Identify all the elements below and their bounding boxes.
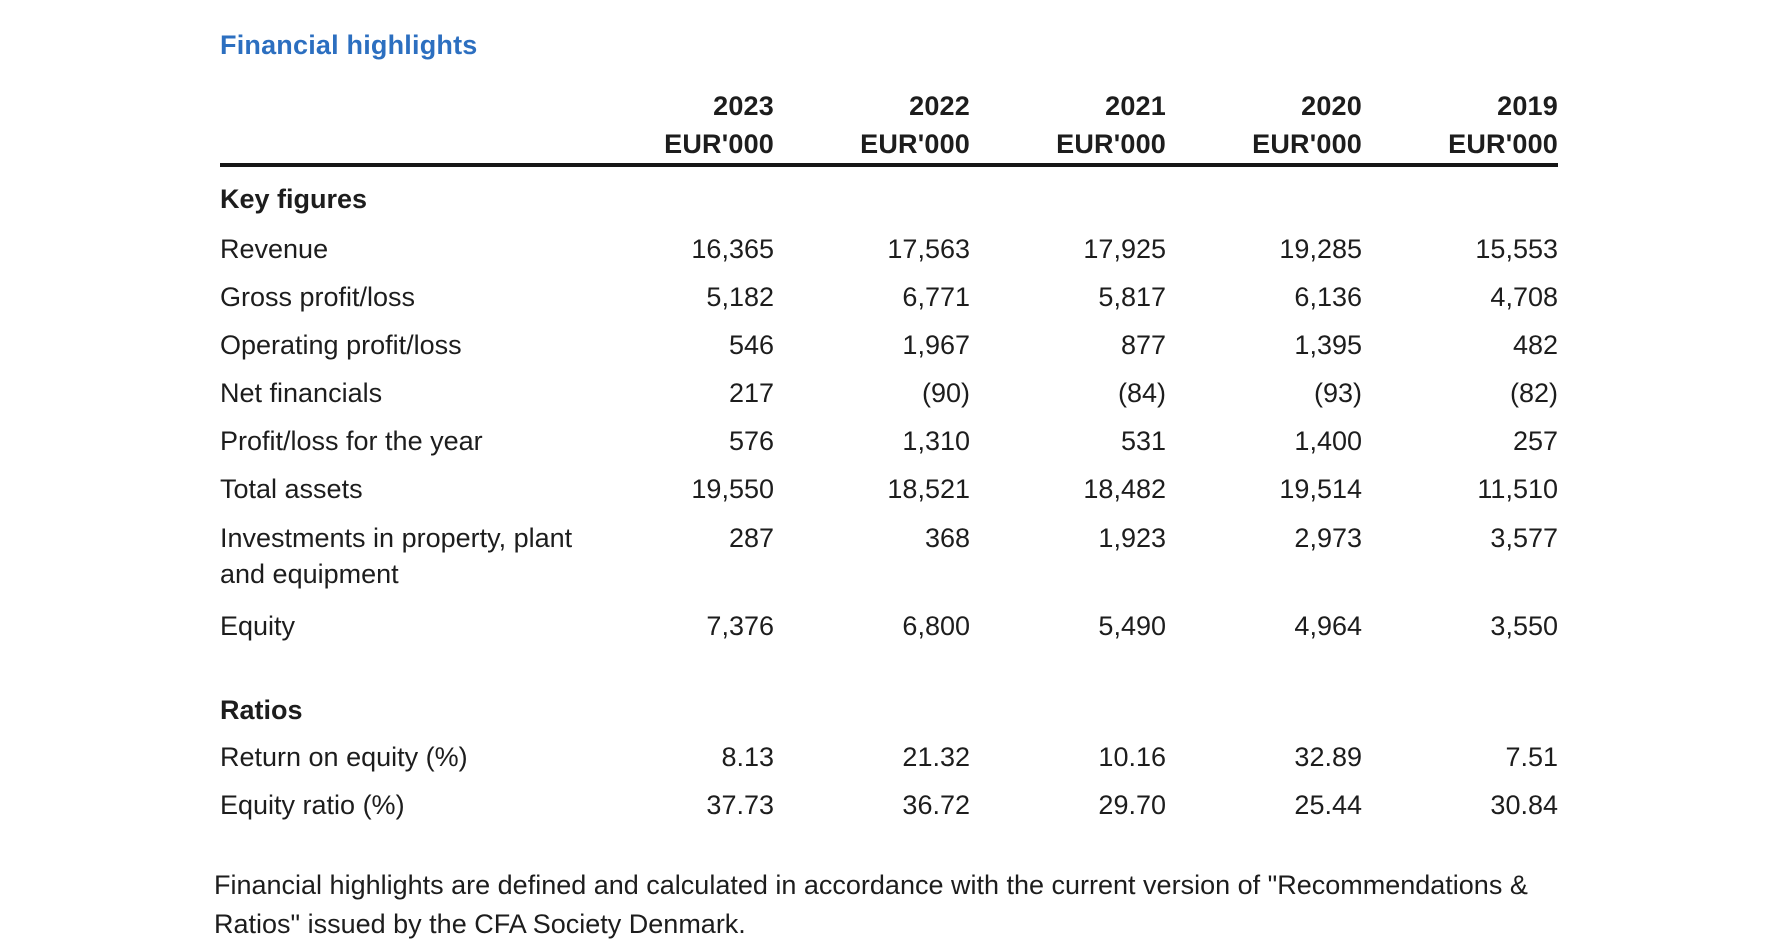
value-cell: 19,285 [1279, 234, 1362, 264]
row-label: Profit/loss for the year [220, 426, 483, 456]
value-cell: 5,490 [1098, 611, 1166, 641]
page-title: Financial highlights [220, 30, 478, 60]
value-cell: 16,365 [691, 234, 774, 264]
row-label: Equity ratio (%) [220, 790, 405, 820]
value-cell: 546 [728, 330, 774, 360]
value-cell: 7.51 [1505, 742, 1558, 772]
year-header: 2021 [1105, 91, 1166, 121]
value-cell: 21.32 [902, 742, 970, 772]
year-header: 2020 [1301, 91, 1362, 121]
footnote: Financial highlights are defined and cal… [214, 866, 1558, 944]
value-cell: 19,514 [1279, 474, 1362, 504]
year-header-row: 2023 2022 2021 2020 2019 [220, 87, 1558, 125]
value-cell: 10.16 [1098, 742, 1166, 772]
value-cell: 37.73 [706, 790, 774, 820]
unit-header: EUR'000 [578, 125, 774, 167]
footnote-line: Ratios" issued by the CFA Society Denmar… [214, 909, 746, 939]
row-label: Net financials [220, 378, 383, 408]
value-cell: (90) [921, 378, 970, 408]
value-cell: 5,817 [1098, 282, 1166, 312]
unit-header: EUR'000 [1362, 125, 1558, 167]
value-cell: 7,376 [706, 611, 774, 641]
value-cell: 18,482 [1083, 474, 1166, 504]
unit-header: EUR'000 [1166, 125, 1362, 167]
table-row-equity-ratio: Equity ratio (%) 37.73 36.72 29.70 25.44… [220, 782, 1558, 830]
value-cell: 36.72 [902, 790, 970, 820]
value-cell: 30.84 [1490, 790, 1558, 820]
value-cell: 18,521 [887, 474, 970, 504]
year-header: 2023 [713, 91, 774, 121]
unit-header: EUR'000 [970, 125, 1166, 167]
table-row-revenue: Revenue 16,365 17,563 17,925 19,285 15,5… [220, 226, 1558, 274]
value-cell: 2,973 [1294, 523, 1362, 553]
value-cell: 287 [728, 523, 774, 553]
footnote-line: Financial highlights are defined and cal… [214, 870, 1528, 900]
value-cell: 1,967 [902, 330, 970, 360]
value-cell: 576 [728, 426, 774, 456]
table-row-total-assets: Total assets 19,550 18,521 18,482 19,514… [220, 466, 1558, 514]
row-label: Total assets [220, 474, 363, 504]
value-cell: (93) [1313, 378, 1362, 408]
value-cell: 15,553 [1475, 234, 1558, 264]
value-cell: (82) [1509, 378, 1558, 408]
value-cell: 29.70 [1098, 790, 1166, 820]
value-cell: 11,510 [1477, 474, 1558, 504]
value-cell: 6,800 [902, 611, 970, 641]
table-row-investments: Investments in property, plant and equip… [220, 514, 1558, 603]
unit-header: EUR'000 [774, 125, 970, 167]
value-cell: 257 [1512, 426, 1558, 456]
table-row-return-on-equity: Return on equity (%) 8.13 21.32 10.16 32… [220, 734, 1558, 782]
value-cell: 8.13 [721, 742, 774, 772]
value-cell: 1,400 [1294, 426, 1362, 456]
value-cell: 17,563 [887, 234, 970, 264]
corner-cell [220, 87, 578, 125]
financial-highlights-section: Financial highlights 2023 2022 2021 2020… [214, 30, 1558, 944]
row-label: Operating profit/loss [220, 330, 462, 360]
section-heading-key-figures: Key figures [220, 165, 1558, 226]
value-cell: 4,708 [1490, 282, 1558, 312]
unit-header-row: EUR'000 EUR'000 EUR'000 EUR'000 EUR'000 [220, 125, 1558, 167]
corner-cell [220, 125, 578, 167]
row-label: Investments in property, plant and equip… [220, 523, 573, 589]
section-heading-label: Ratios [220, 695, 303, 725]
row-label: Return on equity (%) [220, 742, 468, 772]
section-heading-ratios: Ratios [220, 651, 1558, 734]
row-label: Gross profit/loss [220, 282, 416, 312]
row-label: Equity [220, 611, 296, 641]
value-cell: (84) [1117, 378, 1166, 408]
value-cell: 3,550 [1490, 611, 1558, 641]
value-cell: 877 [1120, 330, 1166, 360]
value-cell: 368 [924, 523, 970, 553]
value-cell: 3,577 [1490, 523, 1558, 553]
table-row-operating-profit: Operating profit/loss 546 1,967 877 1,39… [220, 322, 1558, 370]
year-header: 2019 [1497, 91, 1558, 121]
value-cell: 4,964 [1294, 611, 1362, 641]
section-heading-label: Key figures [220, 184, 368, 214]
value-cell: 6,771 [902, 282, 970, 312]
table-row-net-financials: Net financials 217 (90) (84) (93) (82) [220, 370, 1558, 418]
value-cell: 217 [728, 378, 774, 408]
value-cell: 1,310 [902, 426, 970, 456]
table-row-equity: Equity 7,376 6,800 5,490 4,964 3,550 [220, 603, 1558, 651]
financial-highlights-table: 2023 2022 2021 2020 2019 EUR'000 EUR'000… [220, 87, 1558, 830]
value-cell: 531 [1120, 426, 1166, 456]
value-cell: 1,395 [1294, 330, 1362, 360]
value-cell: 17,925 [1083, 234, 1166, 264]
value-cell: 6,136 [1294, 282, 1362, 312]
table-row-profit-for-year: Profit/loss for the year 576 1,310 531 1… [220, 418, 1558, 466]
value-cell: 1,923 [1098, 523, 1166, 553]
value-cell: 32.89 [1294, 742, 1362, 772]
value-cell: 19,550 [691, 474, 774, 504]
table-row-gross-profit: Gross profit/loss 5,182 6,771 5,817 6,13… [220, 274, 1558, 322]
year-header: 2022 [909, 91, 970, 121]
value-cell: 5,182 [706, 282, 774, 312]
row-label: Revenue [220, 234, 329, 264]
value-cell: 482 [1512, 330, 1558, 360]
value-cell: 25.44 [1294, 790, 1362, 820]
